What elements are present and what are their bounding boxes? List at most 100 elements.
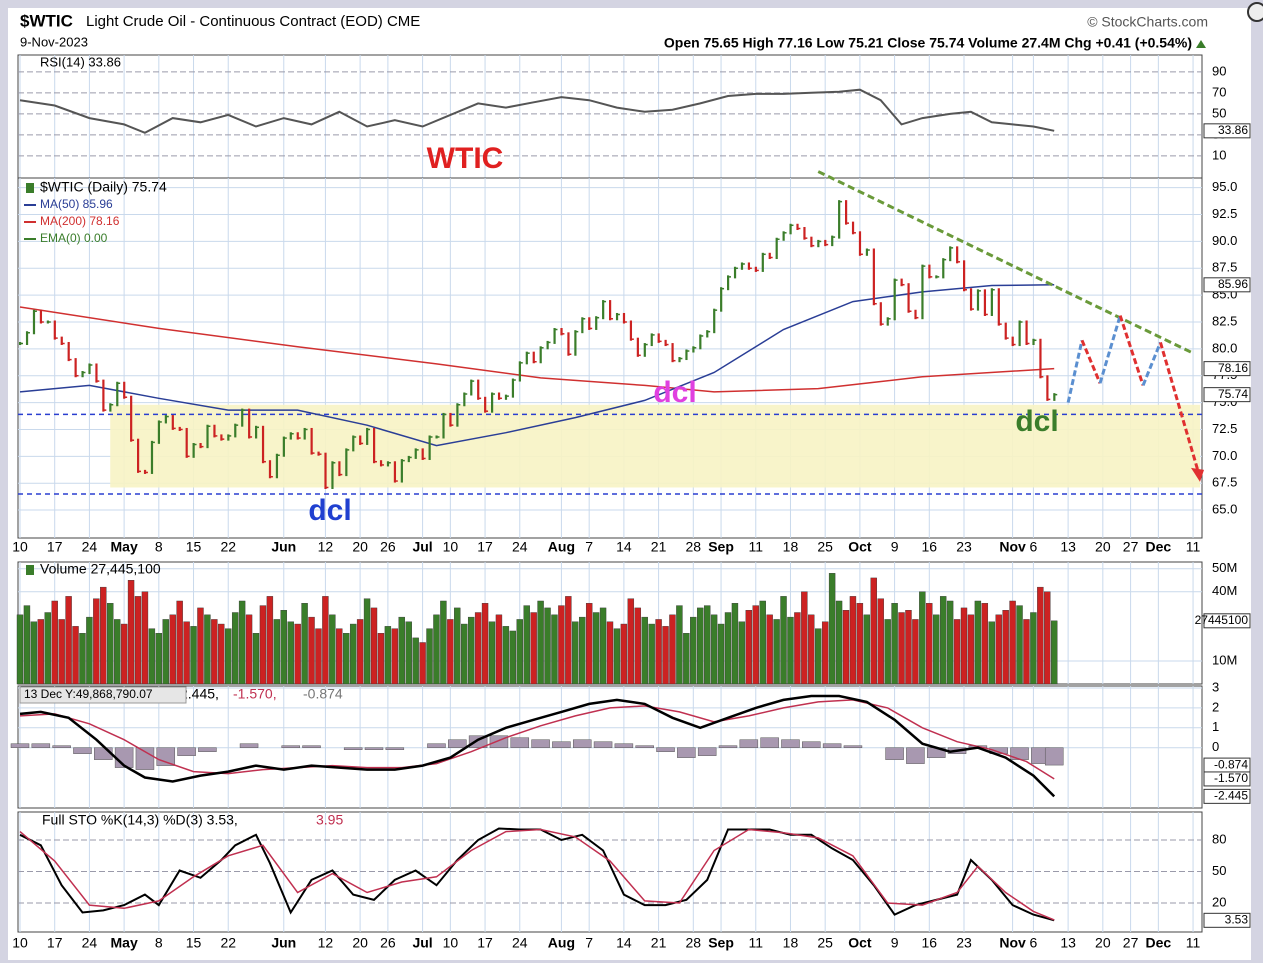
- price-bar: [879, 302, 882, 326]
- price-bar: [282, 436, 285, 457]
- histogram-bar: [614, 743, 634, 748]
- volume-bar: [141, 591, 149, 685]
- x-tick-label: 10: [12, 935, 28, 951]
- volume-bar: [898, 612, 905, 685]
- price-bar: [886, 317, 889, 326]
- volume-bar: [544, 607, 551, 685]
- price-bar: [449, 412, 452, 427]
- volume-bar: [37, 619, 45, 685]
- y-tick-label: 10: [1212, 147, 1226, 162]
- histogram-bar: [593, 741, 613, 748]
- price-bar: [234, 423, 237, 438]
- volume-bar: [231, 612, 239, 685]
- volume-bar: [606, 621, 614, 685]
- price-bar: [643, 343, 646, 357]
- histogram-bar: [572, 739, 592, 748]
- price-bar: [137, 438, 140, 473]
- price-bar: [810, 236, 813, 248]
- price-bar: [768, 252, 771, 260]
- price-bar: [893, 278, 896, 321]
- histogram-bar: [448, 739, 467, 748]
- price-bar: [220, 434, 223, 441]
- price-bar: [678, 357, 681, 363]
- volume-bar: [870, 577, 877, 685]
- volume-bar: [502, 626, 510, 685]
- price-bar: [539, 346, 542, 364]
- value-box: [1203, 912, 1251, 928]
- volume-bar: [148, 628, 156, 685]
- price-bar: [130, 395, 133, 442]
- price-bar: [60, 336, 63, 345]
- x-tick-label: 6: [1030, 935, 1038, 951]
- value-box: [1203, 361, 1251, 377]
- legend-label: MA(50) 85.96: [40, 197, 113, 211]
- volume-bar: [759, 600, 766, 685]
- price-bar: [976, 289, 980, 311]
- volume-bar: [981, 603, 989, 685]
- histogram-bar: [135, 747, 155, 770]
- volume-bar: [849, 596, 857, 685]
- x-tick-label: 7: [585, 935, 593, 951]
- x-tick-label: 28: [686, 935, 702, 951]
- volume-bar: [349, 623, 357, 685]
- volume-bar: [641, 616, 648, 685]
- price-bar: [664, 339, 667, 347]
- volume-bar: [294, 623, 301, 685]
- histogram-bar: [302, 745, 321, 748]
- window-button[interactable]: [1247, 2, 1263, 22]
- volume-bar: [93, 598, 100, 685]
- volume-bar: [953, 619, 961, 685]
- y-tick-label: 80.0: [1212, 340, 1237, 355]
- price-bar: [171, 415, 174, 430]
- price-bar: [386, 461, 390, 467]
- y-tick-label: 72.5: [1212, 421, 1237, 436]
- price-bar: [497, 392, 501, 400]
- price-bar: [657, 333, 660, 343]
- volume-bar: [655, 619, 662, 685]
- x-tick-label: 23: [956, 935, 972, 951]
- volume-bar: [336, 628, 343, 685]
- volume-bar: [273, 619, 281, 685]
- x-tick-label: 12: [318, 539, 334, 555]
- x-tick-label: 11: [748, 935, 763, 951]
- price-bar: [255, 425, 258, 439]
- x-tick-label: Dec: [1146, 935, 1172, 951]
- y-tick-label: 40M: [1212, 583, 1237, 598]
- price-bar: [851, 221, 855, 235]
- volume-bar: [474, 612, 482, 685]
- volume-bar: [995, 614, 1002, 685]
- x-tick-label: 8: [155, 539, 163, 555]
- volume-bar: [613, 628, 621, 685]
- volume-bar: [252, 633, 260, 685]
- histogram-bar: [10, 743, 30, 748]
- volume-bar: [669, 614, 676, 685]
- x-tick-label: 25: [817, 935, 833, 951]
- histogram-bar: [239, 743, 259, 748]
- volume-bar: [51, 600, 58, 685]
- price-bar: [865, 248, 869, 256]
- y-tick-label: 87.5: [1212, 260, 1237, 275]
- volume-bar: [1023, 619, 1030, 685]
- histogram-bar: [1010, 747, 1029, 760]
- volume-bar: [946, 600, 954, 685]
- value-box-label: -0.874: [1214, 757, 1248, 771]
- y-tick-label: 10M: [1212, 652, 1237, 667]
- price-bar: [761, 252, 764, 272]
- panel: [17, 811, 1203, 933]
- price-bar: [713, 308, 716, 334]
- volume-bar: [585, 603, 593, 685]
- volume-bar: [169, 614, 176, 685]
- annotation: dcl: [308, 494, 351, 527]
- volume-bar: [211, 619, 218, 685]
- y-tick-label: 20: [1212, 894, 1226, 909]
- y-tick-label: 95.0: [1212, 179, 1237, 194]
- histogram-bar: [364, 747, 384, 750]
- x-tick-label: 20: [352, 935, 368, 951]
- price-bar: [956, 246, 959, 264]
- x-tick-label: 9: [891, 539, 899, 555]
- price-bar: [296, 432, 299, 440]
- price-bar: [845, 200, 848, 225]
- y-tick-label: 67.5: [1212, 475, 1237, 490]
- legend-icon: [26, 565, 34, 575]
- price-bar: [331, 461, 334, 489]
